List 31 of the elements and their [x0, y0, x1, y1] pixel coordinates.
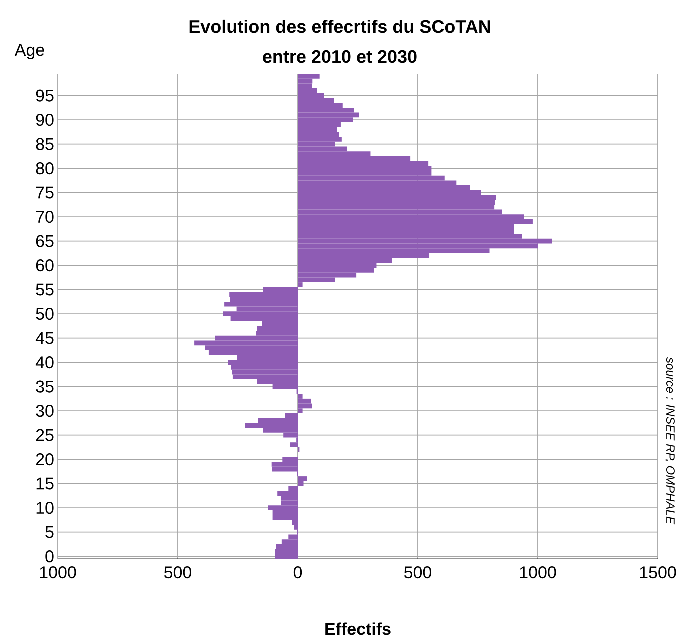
y-tick-label: 45 [36, 332, 54, 344]
y-tick-label: 80 [36, 162, 54, 175]
y-tick-label: 95 [36, 90, 54, 102]
y-tick-label: 50 [36, 308, 54, 320]
x-tick-label: 500 [164, 566, 192, 579]
y-tick-label: 15 [36, 478, 54, 490]
y-tick-label: 10 [36, 502, 54, 514]
y-tick-label: 20 [36, 454, 54, 466]
y-tick-label: 30 [36, 405, 54, 418]
y-axis-title: Age [14, 44, 44, 60]
chart-subtitle: entre 2010 et 2030 [263, 50, 417, 64]
y-tick-label: 70 [36, 211, 54, 224]
y-tick-label: 75 [36, 186, 54, 199]
y-tick-label: 40 [36, 356, 54, 369]
y-tick-label: 65 [36, 235, 54, 248]
chart-title: Evolution des effecrtifs du SCoTAN [190, 20, 490, 34]
y-tick-label: 60 [36, 260, 54, 272]
x-tick-label: 0 [294, 566, 302, 579]
x-tick-label: 1000 [40, 566, 76, 579]
source-note: source : INSEE RP, OMPHALE [665, 358, 675, 525]
y-tick-label: 90 [36, 114, 54, 126]
y-tick-label: 25 [36, 429, 54, 442]
y-tick-label: 0 [46, 550, 54, 563]
y-tick-label: 35 [36, 380, 54, 393]
x-tick-label: 1000 [520, 566, 556, 579]
y-tick-label: 85 [36, 138, 54, 150]
x-tick-label: 1500 [640, 566, 676, 579]
y-tick-label: 55 [36, 284, 54, 296]
x-axis-title: Effectifs [326, 622, 391, 636]
y-tick-label: 5 [46, 526, 54, 538]
x-tick-label: 500 [404, 566, 432, 579]
